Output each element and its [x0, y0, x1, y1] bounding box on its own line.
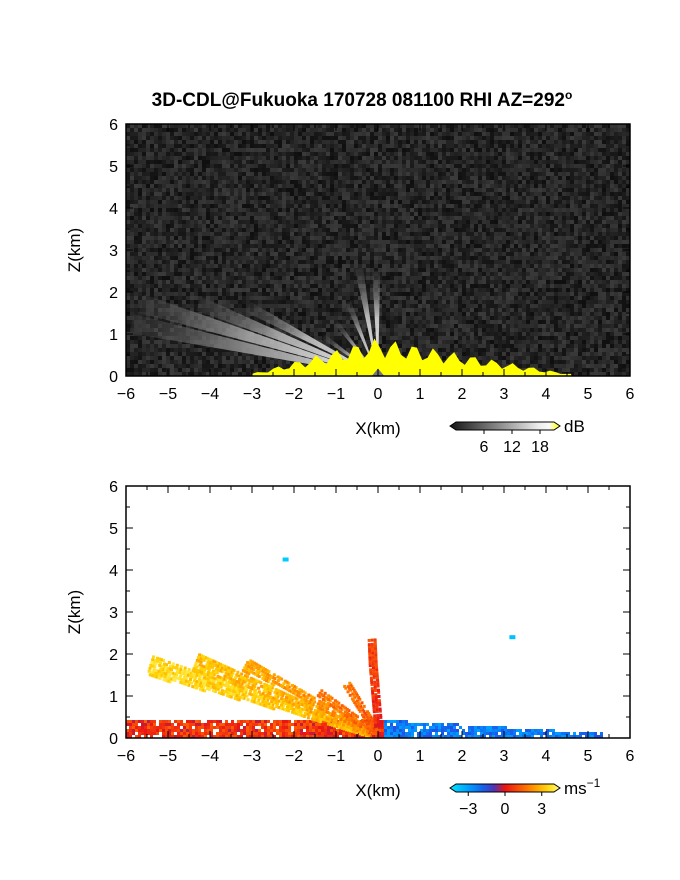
surface-echo-layer [252, 338, 572, 376]
reflectivity-ray [138, 294, 378, 376]
figure-title: 3D-CDL@Fukuoka 170728 081100 RHI AZ=292o [152, 88, 573, 111]
colorbar-tick-label: 3 [537, 801, 546, 818]
x-tick-label: 6 [626, 748, 635, 765]
x-axis-label: X(km) [355, 781, 400, 800]
x-tick-label: −5 [159, 386, 177, 403]
colorbar-unit-exponent: −1 [587, 776, 601, 790]
colorbar-unit: dB [564, 417, 585, 436]
noise-field [126, 124, 630, 376]
y-tick-label: 0 [109, 369, 118, 386]
x-tick-label: 6 [626, 386, 635, 403]
colorbar-tick-label: 18 [531, 439, 549, 456]
y-tick-label: 6 [109, 117, 118, 134]
x-tick-label: 1 [416, 748, 425, 765]
x-tick-label: 3 [500, 748, 509, 765]
x-tick-label: −5 [159, 748, 177, 765]
colorbar-unit: ms−1 [564, 776, 601, 798]
x-axis-label: X(km) [355, 419, 400, 438]
x-tick-label: 1 [416, 386, 425, 403]
colorbar-tick-label: 12 [503, 439, 521, 456]
y-tick-label: 1 [109, 689, 118, 706]
isolated-echo-point [509, 635, 516, 640]
colorbar-tick-label: 6 [480, 439, 489, 456]
y-tick-label: 3 [109, 243, 118, 260]
y-axis-label: Z(km) [65, 590, 84, 634]
isolated-echo-point [282, 557, 289, 562]
x-tick-label: 2 [458, 748, 467, 765]
colorbar-tick-label: −3 [459, 801, 477, 818]
y-axis-label: Z(km) [65, 228, 84, 272]
axis-ticks [125, 485, 631, 739]
x-tick-label: −2 [285, 748, 303, 765]
y-tick-label: 6 [109, 479, 118, 496]
figure-title-main: 3D-CDL@Fukuoka 170728 081100 RHI AZ=292 [152, 90, 565, 111]
y-tick-label: 0 [109, 731, 118, 748]
colorbar-strip [449, 421, 561, 431]
x-tick-label: 5 [584, 748, 593, 765]
velocity-field [126, 638, 603, 738]
x-tick-label: −1 [327, 386, 345, 403]
plot-area [126, 486, 630, 738]
x-tick-label: −2 [285, 386, 303, 403]
x-tick-label: 3 [500, 386, 509, 403]
x-tick-label: −6 [117, 748, 135, 765]
colorbar: 6 12 18 dB [449, 417, 585, 456]
y-tick-label: 5 [109, 521, 118, 538]
x-tick-label: 0 [374, 748, 383, 765]
x-tick-label: 0 [374, 386, 383, 403]
colorbar-tick-label: 0 [501, 801, 510, 818]
plot-area [126, 124, 630, 376]
x-tick-label: −4 [201, 386, 219, 403]
colorbar: −3 0 3 ms−1 [449, 776, 601, 818]
y-tick-label: 1 [109, 327, 118, 344]
figure-title-degree: o [565, 88, 572, 102]
reflectivity-ray [245, 302, 378, 376]
y-tick-label: 4 [109, 201, 118, 218]
colorbar-strip [449, 783, 561, 793]
x-tick-label: −4 [201, 748, 219, 765]
x-tick-label: 2 [458, 386, 467, 403]
x-tick-label: −3 [243, 748, 261, 765]
x-tick-label: −3 [243, 386, 261, 403]
y-tick-label: 3 [109, 605, 118, 622]
y-tick-label: 2 [109, 647, 118, 664]
x-tick-label: 4 [542, 748, 551, 765]
axis-ticks [125, 123, 631, 377]
y-tick-label: 5 [109, 159, 118, 176]
x-tick-label: −1 [327, 748, 345, 765]
velocity-panel: −6 −5 −4 −3 −2 −1 0 1 2 3 4 5 6 0 1 2 3 4 5 6 X(km) Z(km) −3 0 3… [65, 479, 635, 818]
y-tick-label: 4 [109, 563, 118, 580]
x-tick-label: −6 [117, 386, 135, 403]
x-tick-label: 4 [542, 386, 551, 403]
x-tick-label: 5 [584, 386, 593, 403]
y-tick-label: 2 [109, 285, 118, 302]
